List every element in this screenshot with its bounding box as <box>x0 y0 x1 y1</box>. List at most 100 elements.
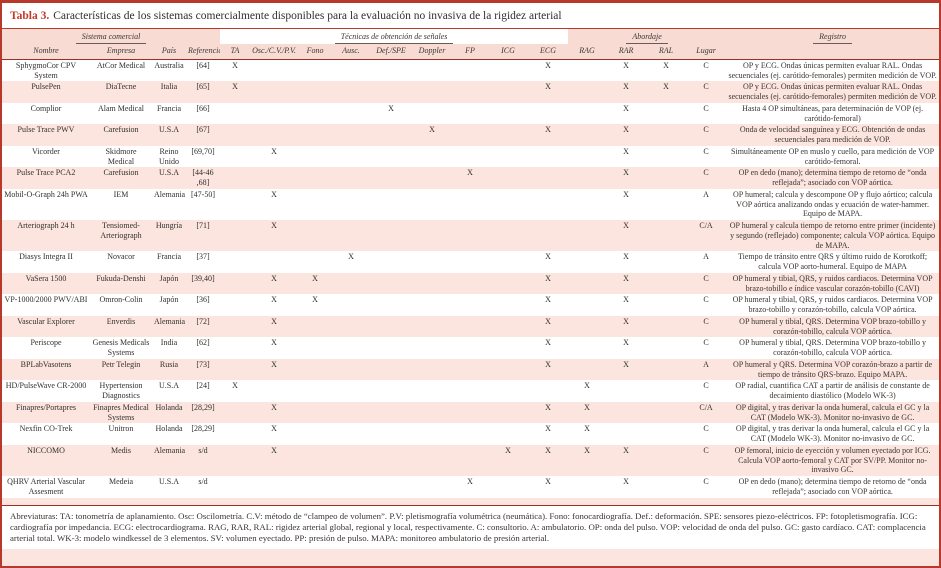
cell-mark-def <box>370 476 412 498</box>
cell-mark-dop <box>412 402 452 424</box>
column-header-registro-spacer <box>726 44 939 60</box>
cell-mark-ausc <box>332 359 370 381</box>
cell-mark-fp <box>452 220 488 251</box>
cell-mark-fp <box>452 316 488 338</box>
cell-pais: Reino Unido <box>159 146 179 166</box>
column-header-lugar: Lugar <box>686 44 727 60</box>
column-header-osc-c-v-p-v-: Osc./C.V./P.V. <box>250 44 299 60</box>
cell-mark-rag <box>568 476 606 498</box>
column-header-ta: TA <box>220 44 251 60</box>
cell-mark-fp: X <box>467 168 473 178</box>
cell-empresa: Skidmore Medical <box>105 146 137 166</box>
cell-mark-def <box>370 251 412 273</box>
cell-mark-rag <box>568 359 606 381</box>
cell-mark-ta <box>220 294 250 316</box>
cell-mark-def <box>370 220 412 251</box>
cell-mark-rag <box>568 294 606 316</box>
cell-mark-rag <box>568 59 606 81</box>
cell-mark-ecg <box>528 167 568 189</box>
cell-mark-rag <box>568 316 606 338</box>
cell-referencia: s/d <box>198 477 208 487</box>
cell-mark-ecg: X <box>545 338 551 348</box>
cell-referencia: [28,29] <box>191 402 215 412</box>
cell-nombre: Periscope <box>30 338 62 348</box>
cell-pais: Australia <box>154 60 184 70</box>
cell-mark-fp <box>452 146 488 168</box>
cell-mark-def <box>370 359 412 381</box>
cell-mark-ecg <box>528 189 568 220</box>
cell-referencia: [39,40] <box>191 273 215 283</box>
cell-mark-ta <box>220 273 250 295</box>
header-group-registro: Registro <box>726 29 939 45</box>
cell-mark-dop <box>412 167 452 189</box>
cell-mark-fono <box>298 359 332 381</box>
cell-empresa: Carefusion <box>103 125 139 135</box>
table-row: SphygmoCor CPV System AtCor Medical Austra… <box>2 59 939 82</box>
cell-referencia: [64] <box>196 60 210 70</box>
cell-mark-rag <box>568 273 606 295</box>
cell-mark-rar: X <box>623 221 629 231</box>
cell-empresa: Petr Telegin <box>101 359 141 369</box>
cell-mark-ta <box>220 476 250 498</box>
cell-mark-fp <box>452 445 488 476</box>
cell-mark-def: X <box>388 103 394 113</box>
cell-mark-rar: X <box>623 103 629 113</box>
cell-registro: OP humeral y tibial, QRS. Determina VOP … <box>739 316 926 336</box>
cell-mark-icg <box>488 103 528 125</box>
cell-referencia: [28,29] <box>191 424 215 434</box>
header-group-label: Sistema comercial <box>75 32 147 45</box>
cell-empresa: Fukuda-Denshi <box>96 273 146 283</box>
cell-referencia: [44-46 ,68] <box>192 168 214 188</box>
cell-mark-rar <box>606 380 646 402</box>
cell-mark-osc: X <box>271 424 277 434</box>
cell-mark-fp: X <box>467 477 473 487</box>
cell-mark-rar: X <box>623 477 629 487</box>
cell-mark-osc: X <box>271 295 277 305</box>
cell-mark-ecg <box>528 220 568 251</box>
cell-mark-fono <box>298 103 332 125</box>
cell-mark-icg <box>488 316 528 338</box>
cell-lugar: C <box>703 60 709 70</box>
cell-nombre: HD/PulseWave CR-2000 <box>5 381 87 391</box>
column-header-rar: RAR <box>606 44 647 60</box>
cell-mark-ecg: X <box>545 125 551 135</box>
header-group-label: Técnicas de obtención de señales <box>334 32 454 45</box>
cell-nombre: Nexfin CO-Trek <box>19 424 73 434</box>
cell-mark-ral: X <box>663 60 669 70</box>
cell-mark-rar: X <box>623 189 629 199</box>
cell-mark-fono: X <box>312 273 318 283</box>
cell-mark-def <box>370 59 412 81</box>
cell-mark-ausc <box>332 81 370 103</box>
cell-mark-osc: X <box>271 402 277 412</box>
cell-mark-ecg: X <box>545 273 551 283</box>
table-row: Mobil-O-Graph 24h PWA IEM Alemania [47-50] X… <box>2 188 939 221</box>
cell-mark-rar: X <box>623 445 629 455</box>
table-row: Pulse Trace PCA2 Carefusion U.S.A [44-46 ,6… <box>2 167 939 189</box>
cell-empresa: AtCor Medical <box>96 60 146 70</box>
cell-nombre: QHRV Arterial Vascular Assesment <box>7 477 85 496</box>
cell-mark-ecg <box>528 103 568 125</box>
cell-mark-rar: X <box>623 252 629 262</box>
cell-nombre: Pulse Trace PCA2 <box>16 168 76 178</box>
cell-mark-rag <box>568 337 606 359</box>
table-row: Complior Alam Medical Francia [66] X X C Hasta … <box>2 102 939 125</box>
cell-mark-ecg: X <box>545 359 551 369</box>
cell-mark-ral <box>646 294 686 316</box>
cell-referencia: [72] <box>196 316 210 326</box>
cell-mark-fp <box>452 189 488 220</box>
cell-mark-ausc <box>332 380 370 402</box>
cell-mark-rag: X <box>584 445 590 455</box>
cell-mark-osc <box>250 380 298 402</box>
table-body: SphygmoCor CPV System AtCor Medical Austra… <box>2 59 939 498</box>
header-group-label: Abordaje <box>626 32 668 45</box>
cell-mark-osc: X <box>271 359 277 369</box>
cell-mark-ta <box>220 189 250 220</box>
cell-mark-ta <box>220 124 250 146</box>
cell-pais: U.S.A <box>158 168 179 178</box>
cell-mark-ral <box>646 476 686 498</box>
cell-mark-ral: X <box>663 82 669 92</box>
cell-mark-icg <box>488 124 528 146</box>
cell-mark-def <box>370 189 412 220</box>
cell-nombre: Mobil-O-Graph 24h PWA <box>4 189 88 199</box>
cell-referencia: [69,70] <box>191 146 215 156</box>
